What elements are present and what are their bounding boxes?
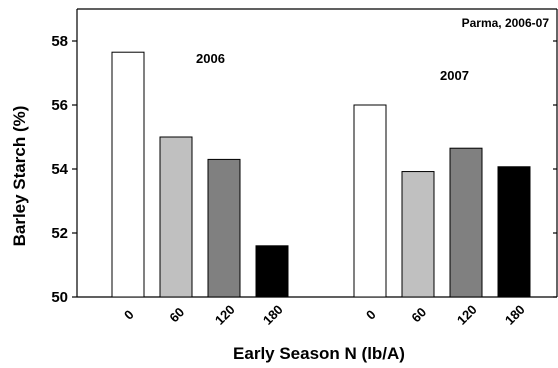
bar-2007-120 [449, 147, 483, 298]
bars [111, 51, 531, 298]
group-label-2006: 2006 [196, 51, 225, 66]
x-axis-label: Early Season N (lb/A) [233, 344, 405, 363]
y-tick-label: 52 [51, 225, 68, 242]
y-tick-label: 56 [51, 97, 68, 114]
bar-2006-180 [255, 245, 289, 298]
bar-2007-0 [353, 104, 387, 298]
x-tick-label: 60 [408, 304, 429, 325]
x-tick-label: 0 [121, 307, 137, 323]
y-ticks: 50 52 54 56 58 [51, 33, 557, 306]
x-tick-label: 60 [166, 304, 187, 325]
bar-2007-180 [497, 166, 531, 298]
x-tick-label: 0 [363, 307, 379, 323]
bar-2006-60 [159, 136, 193, 298]
x-tick-labels: 0 60 120 180 0 60 120 180 [121, 302, 528, 328]
x-tick-label: 120 [454, 302, 480, 328]
bar-2006-120 [207, 158, 241, 298]
y-tick-label: 54 [51, 161, 68, 178]
x-tick-label: 180 [502, 302, 528, 328]
y-tick-label: 58 [51, 33, 68, 50]
y-tick-label: 50 [51, 289, 68, 306]
x-tick-label: 180 [260, 302, 286, 328]
plot-frame [76, 8, 558, 298]
group-label-2007: 2007 [440, 68, 469, 83]
chart-title: Parma, 2006-07 [462, 16, 550, 30]
x-tick-label: 120 [212, 302, 238, 328]
bar-2006-0 [111, 51, 145, 298]
bar-2007-60 [401, 171, 435, 298]
y-axis-label: Barley Starch (%) [10, 106, 29, 247]
